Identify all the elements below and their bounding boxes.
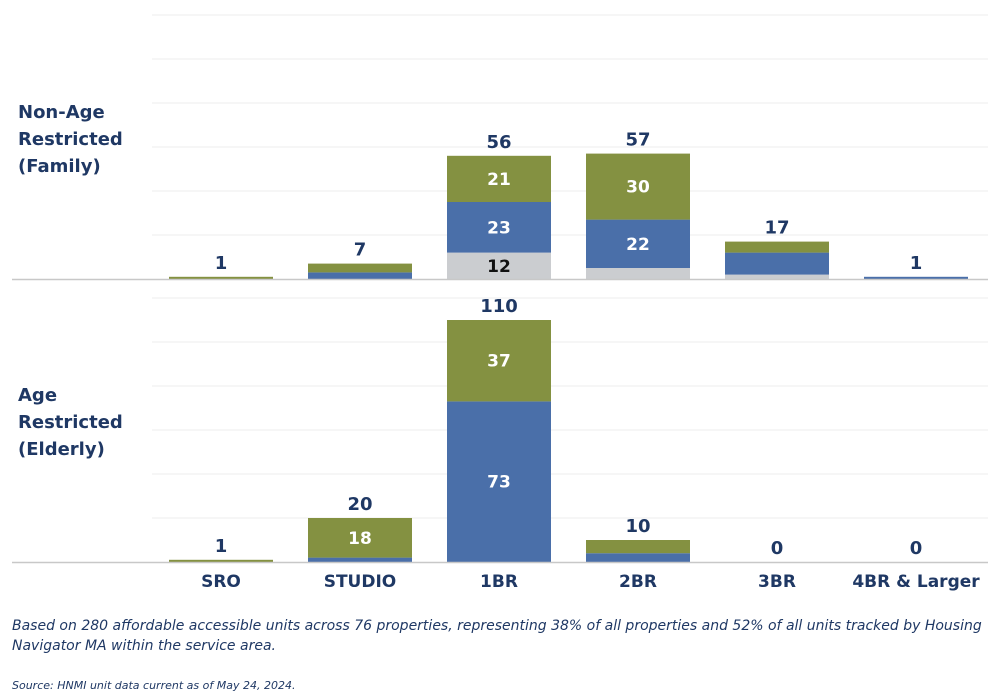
total-label: 1 xyxy=(910,253,923,274)
total-label: 1 xyxy=(215,253,228,274)
total-label: 1 xyxy=(215,536,228,557)
panel-label-non-age-restricted: Non-Age Restricted (Family) xyxy=(18,102,123,177)
bar-segment-green xyxy=(169,276,273,279)
bar-segment-green xyxy=(308,518,412,558)
x-tick-label: STUDIO xyxy=(324,572,397,592)
bar-segment-blue xyxy=(864,276,968,279)
total-label: 20 xyxy=(347,494,372,515)
x-tick-label: 3BR xyxy=(758,572,796,592)
x-tick-label: 2BR xyxy=(619,572,657,592)
total-label: 57 xyxy=(625,130,650,151)
bar-segment-blue xyxy=(308,557,412,562)
bar-segment-green xyxy=(725,241,829,253)
segment-label: 18 xyxy=(348,529,372,549)
bar-segment-blue xyxy=(586,219,690,268)
total-label: 10 xyxy=(625,516,650,537)
total-label: 0 xyxy=(910,538,923,559)
panel-label-age-restricted: Age Restricted (Elderly) xyxy=(18,385,123,460)
bar-segment-blue xyxy=(586,553,690,562)
bar-segment-green xyxy=(447,155,551,202)
total-label: 110 xyxy=(480,296,518,317)
bar-segment-green xyxy=(447,320,551,402)
bar-segment-gray xyxy=(447,252,551,279)
bar-segment-blue xyxy=(725,252,829,275)
segment-label: 21 xyxy=(487,170,511,190)
segment-label: 23 xyxy=(487,218,511,238)
segment-label: 12 xyxy=(487,257,511,277)
segment-label: 22 xyxy=(626,235,650,255)
chart-footnote: Based on 280 affordable accessible units… xyxy=(12,618,982,654)
total-label: 0 xyxy=(771,538,784,559)
bar-segment-green xyxy=(586,153,690,220)
x-tick-label: 1BR xyxy=(480,572,518,592)
bar-segment-green xyxy=(169,559,273,562)
bar-segment-blue xyxy=(447,202,551,253)
chart-source: Source: HNMI unit data current as of May… xyxy=(12,679,296,692)
bar-segment-green xyxy=(308,263,412,273)
total-label: 17 xyxy=(764,218,789,239)
bar-segment-green xyxy=(586,540,690,554)
bar-segment-gray xyxy=(725,274,829,279)
segment-label: 30 xyxy=(626,178,650,198)
bar-segment-blue xyxy=(447,401,551,562)
x-tick-label: 4BR & Larger xyxy=(852,572,980,592)
segment-label: 37 xyxy=(487,352,511,372)
bar-segment-gray xyxy=(586,268,690,279)
x-tick-label: SRO xyxy=(201,572,241,592)
bar-segment-blue xyxy=(308,272,412,279)
total-label: 56 xyxy=(486,132,511,153)
total-label: 7 xyxy=(354,240,367,261)
segment-label: 73 xyxy=(487,473,511,493)
